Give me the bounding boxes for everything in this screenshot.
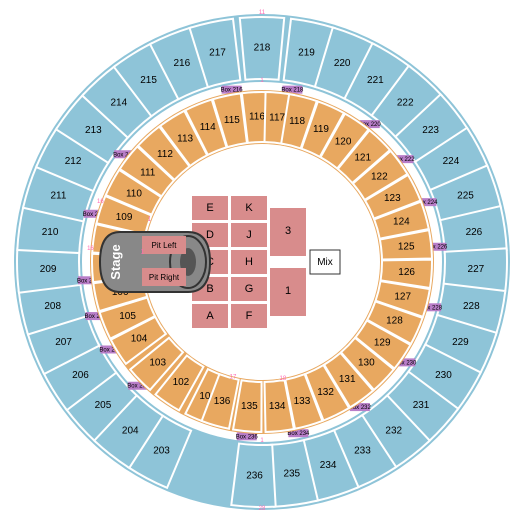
outer-label: 235 — [283, 469, 300, 480]
inner-label: 136 — [214, 396, 231, 407]
outer-label: 234 — [320, 460, 337, 471]
inner-label: 113 — [177, 134, 193, 145]
floor-label: D — [206, 229, 214, 241]
outer-label: 215 — [140, 75, 157, 86]
inner-label: 132 — [317, 387, 334, 398]
outer-label: 212 — [65, 156, 82, 167]
inner-label: 128 — [386, 316, 403, 327]
floor-label: G — [245, 283, 254, 295]
inner-label: 110 — [126, 189, 142, 200]
inner-label: 135 — [241, 401, 258, 412]
outer-label: 218 — [254, 43, 271, 54]
outer-label: 214 — [110, 98, 127, 109]
inner-label: 131 — [339, 374, 356, 385]
pit-right-label: Pit Right — [149, 273, 180, 282]
outer-label: 211 — [50, 191, 66, 202]
seating-chart: 205 206 207 208 209 210 211 212 213 214 215 216 217 2… — [0, 0, 525, 525]
outer-label: 220 — [334, 58, 351, 69]
row-number: 18 — [279, 376, 286, 382]
floor-label: E — [206, 202, 213, 214]
outer-label: 219 — [298, 47, 315, 58]
inner-label: 102 — [173, 377, 190, 388]
pit-left-label: Pit Left — [152, 241, 178, 250]
outer-label: 224 — [443, 156, 460, 167]
stage-label: Stage — [108, 244, 123, 279]
inner-label: 120 — [335, 136, 352, 147]
outer-label: 221 — [367, 75, 384, 86]
mix-label: Mix — [317, 257, 333, 268]
outer-label: 206 — [72, 370, 89, 381]
inner-label: 103 — [149, 357, 166, 368]
floor-label: B — [206, 283, 213, 295]
outer-label: 208 — [44, 301, 61, 312]
inner-label: 105 — [119, 311, 136, 322]
inner-label: 119 — [313, 124, 329, 135]
floor-label: A — [206, 310, 214, 322]
outer-label: 203 — [153, 446, 170, 457]
inner-label: 117 — [269, 112, 285, 123]
outer-label: 204 — [122, 425, 139, 436]
outer-label: 210 — [42, 227, 59, 238]
outer-label: 236 — [246, 471, 263, 482]
row-number: 28 — [259, 506, 266, 512]
outer-label: 232 — [385, 425, 402, 436]
outer-label: 227 — [468, 264, 485, 275]
outer-label: 217 — [209, 47, 226, 58]
inner-label: 130 — [358, 357, 375, 368]
inner-label: 124 — [393, 217, 410, 228]
row-number: 16 — [97, 199, 104, 205]
row-number: 17 — [230, 374, 237, 380]
inner-label: 126 — [398, 267, 415, 278]
outer-label: 231 — [413, 400, 430, 411]
inner-label: 127 — [394, 292, 411, 303]
outer-label: 209 — [40, 264, 57, 275]
outer-label: 226 — [466, 227, 483, 238]
floor-label: 3 — [285, 225, 291, 237]
outer-label: 213 — [85, 125, 102, 136]
box-label: Box 234 — [287, 431, 310, 437]
outer-label: 222 — [397, 98, 414, 109]
outer-label: 223 — [422, 125, 439, 136]
outer-label: 229 — [452, 337, 469, 348]
floor-label: F — [246, 310, 253, 322]
inner-label: 109 — [116, 212, 133, 223]
floor-label: 1 — [285, 285, 291, 297]
outer-label: 216 — [173, 58, 190, 69]
floor-label: H — [245, 256, 253, 268]
outer-label: 233 — [354, 446, 371, 457]
inner-label: 129 — [374, 338, 391, 349]
inner-label: 111 — [140, 167, 156, 178]
inner-label: 122 — [371, 171, 388, 182]
inner-label: 134 — [269, 401, 286, 412]
inner-label: 104 — [131, 333, 148, 344]
floor-label: K — [245, 202, 253, 214]
box-label: Box 236 — [236, 434, 259, 440]
outer-label: 207 — [55, 337, 72, 348]
outer-label: 228 — [463, 301, 480, 312]
inner-label: 123 — [384, 193, 401, 204]
inner-label: 133 — [294, 396, 311, 407]
inner-label: 121 — [354, 152, 371, 163]
inner-label: 118 — [289, 116, 305, 127]
outer-label: 230 — [435, 370, 452, 381]
inner-label: 115 — [224, 115, 240, 126]
inner-label: 125 — [398, 241, 415, 252]
inner-label: 116 — [249, 112, 265, 123]
inner-label: 114 — [200, 122, 216, 133]
outer-label: 205 — [95, 400, 112, 411]
outer-label: 225 — [457, 191, 474, 202]
floor-label: J — [246, 229, 252, 241]
row-number: 11 — [259, 10, 266, 16]
inner-label: 112 — [157, 149, 173, 160]
row-number: 16 — [87, 246, 94, 252]
